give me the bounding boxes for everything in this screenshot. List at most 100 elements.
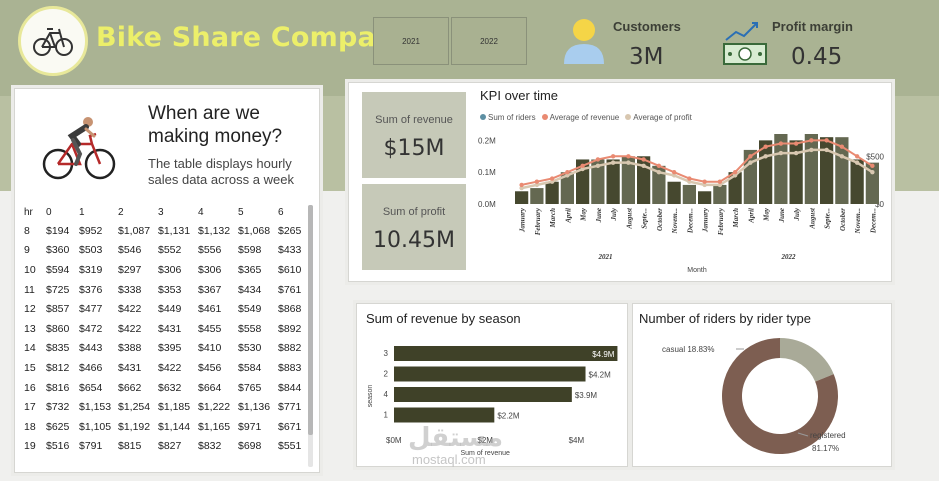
table-cell: $388 xyxy=(118,342,142,355)
table-cell: $353 xyxy=(158,283,182,296)
season-category-label: 4 xyxy=(384,390,389,399)
table-cell: $892 xyxy=(278,322,302,335)
revenue-point xyxy=(595,157,601,162)
rider-bar xyxy=(682,184,696,204)
legend-item-revenue[interactable]: Average of revenue xyxy=(541,113,619,122)
profit-point xyxy=(824,147,829,153)
table-cell: $857 xyxy=(46,303,70,316)
year-label: 2021 xyxy=(598,253,613,261)
column-header[interactable]: 1 xyxy=(79,206,85,218)
slicer-2022-button[interactable]: 2022 xyxy=(451,17,527,65)
column-header[interactable]: hr xyxy=(24,206,33,218)
x-tick-label: $0M xyxy=(386,436,402,445)
rider-bar xyxy=(545,181,559,204)
legend-item-profit[interactable]: Average of profit xyxy=(625,113,692,122)
rider-type-donut-chart: casual 18.83% registered 81.17% xyxy=(662,338,846,454)
table-cell: $835 xyxy=(46,342,70,355)
profit-metric-value: 10.45M xyxy=(373,228,455,253)
column-header[interactable]: 3 xyxy=(158,206,164,218)
table-cell: $306 xyxy=(198,263,222,276)
table-cell: $297 xyxy=(118,263,142,276)
table-cell: $761 xyxy=(278,283,302,296)
revenue-point xyxy=(687,176,692,181)
table-row: 19 $516 $791 $815 $827 $832 $698 $551 xyxy=(22,437,306,457)
month-tick-label: May xyxy=(763,207,771,222)
legend-dot-profit xyxy=(625,114,632,120)
column-header[interactable]: 4 xyxy=(198,206,204,218)
table-cell: $1,132 xyxy=(198,224,231,237)
revenue-point xyxy=(748,154,753,159)
revenue-point xyxy=(671,169,677,175)
profit-point xyxy=(778,150,784,156)
table-cell: $546 xyxy=(118,244,142,257)
bike-icon xyxy=(33,28,73,56)
rider-bar xyxy=(865,162,879,204)
table-cell: $832 xyxy=(198,440,222,453)
season-chart-title: Sum of revenue by season xyxy=(366,311,521,326)
table-cell: $433 xyxy=(278,244,302,257)
casual-slice-label: casual 18.83% xyxy=(662,345,714,354)
company-logo xyxy=(18,6,88,76)
profit-point xyxy=(717,182,723,188)
column-header[interactable]: 5 xyxy=(238,206,244,218)
month-tick-label: February xyxy=(717,207,725,235)
table-cell: $812 xyxy=(46,361,70,374)
table-cell: $456 xyxy=(198,361,222,374)
rider-bar xyxy=(713,184,727,204)
profit-metric-label: Sum of profit xyxy=(382,206,446,218)
table-cell: 8 xyxy=(24,224,30,237)
table-cell: $477 xyxy=(79,303,103,316)
table-cell: $422 xyxy=(118,303,142,316)
y2-tick-label: $0 xyxy=(875,200,884,209)
kpi-over-time-chart: 0.2M 0.1M 0.0M $500 $0 January February March Ap… xyxy=(478,134,885,274)
profit-point xyxy=(748,160,753,165)
month-tick-label: October xyxy=(839,208,847,231)
profit-margin-label: Profit margin xyxy=(772,19,853,34)
table-cell: $503 xyxy=(79,244,103,257)
table-cell: 18 xyxy=(24,420,36,433)
legend-item-riders[interactable]: Sum of riders xyxy=(480,113,536,122)
table-cell: $584 xyxy=(238,361,262,374)
month-tick-label: April xyxy=(747,208,755,224)
revenue-point xyxy=(580,163,585,169)
table-scrollbar[interactable] xyxy=(308,205,313,467)
table-cell: $1,105 xyxy=(79,420,112,433)
profit-point xyxy=(854,160,860,165)
table-cell: $422 xyxy=(158,361,182,374)
table-cell: $431 xyxy=(118,361,142,374)
year-slicer: 2021 2022 xyxy=(373,17,528,65)
column-header[interactable]: 0 xyxy=(46,206,52,218)
table-cell: $698 xyxy=(238,440,262,453)
y-tick-label: 0.0M xyxy=(478,200,496,209)
table-cell: $815 xyxy=(118,440,142,453)
month-tick-label: January xyxy=(702,207,710,233)
customers-label: Customers xyxy=(613,19,681,34)
table-cell: $265 xyxy=(278,224,302,237)
table-cell: $558 xyxy=(238,322,262,335)
profit-point xyxy=(565,173,570,178)
season-bar-value-label: $3.9M xyxy=(575,391,598,400)
table-cell: $449 xyxy=(158,303,182,316)
season-bar xyxy=(394,346,618,361)
profit-point xyxy=(687,179,692,184)
revenue-point xyxy=(870,163,875,169)
y-tick-label: 0.2M xyxy=(478,136,496,145)
month-tick-label: August xyxy=(625,207,633,230)
month-tick-label: Decem... xyxy=(869,208,877,234)
table-cell: 9 xyxy=(24,244,30,257)
slicer-2021-button[interactable]: 2021 xyxy=(373,17,449,65)
rider-bar xyxy=(530,188,544,204)
revenue-point xyxy=(824,138,829,143)
table-cell: 16 xyxy=(24,381,36,394)
donut-slice-registered xyxy=(722,338,838,454)
y2-tick-label: $500 xyxy=(866,152,884,161)
column-header[interactable]: 6 xyxy=(278,206,284,218)
rider-bar xyxy=(804,134,818,204)
table-cell: 17 xyxy=(24,401,36,414)
rider-bar xyxy=(728,172,742,204)
column-header[interactable]: 2 xyxy=(118,206,124,218)
table-cell: $610 xyxy=(278,263,302,276)
table-scroll-thumb[interactable] xyxy=(308,205,313,435)
table-cell: $632 xyxy=(158,381,182,394)
x-axis-title: Month xyxy=(687,267,707,274)
